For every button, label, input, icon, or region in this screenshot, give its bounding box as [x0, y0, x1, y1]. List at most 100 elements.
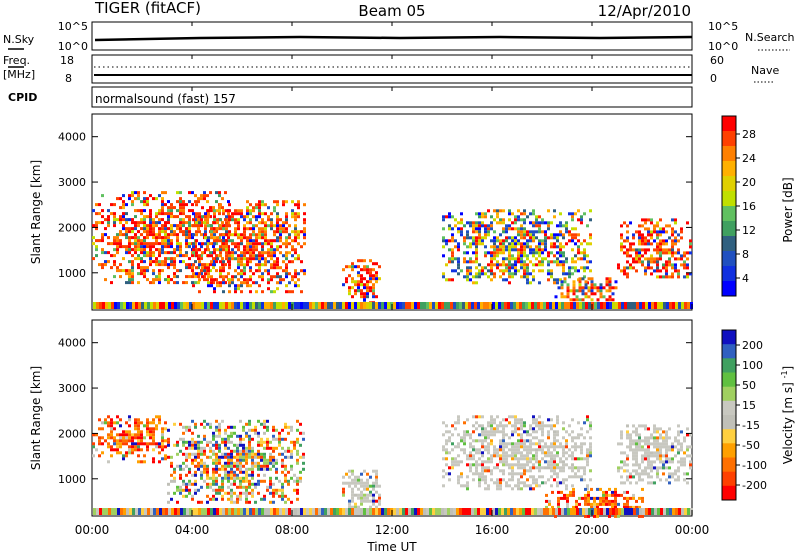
echo-cell [511, 424, 514, 428]
echo-cell [170, 245, 173, 249]
echo-cell [490, 251, 493, 255]
near-range-cell [117, 302, 120, 309]
near-range-cell [438, 302, 441, 309]
echo-cell [290, 467, 293, 471]
echo-cell [457, 460, 460, 464]
echo-cell [499, 263, 502, 267]
echo-cell [285, 275, 288, 279]
echo-cell [113, 221, 116, 225]
echo-cell [197, 446, 200, 450]
echo-cell [270, 245, 273, 249]
echo-cell [287, 497, 290, 501]
echo-cell [167, 215, 170, 219]
echo-cell [224, 440, 227, 444]
echo-cell [291, 200, 294, 204]
echo-cell [119, 218, 122, 222]
echo-cell [119, 269, 122, 273]
echo-cell [239, 443, 242, 447]
echo-cell [369, 484, 372, 488]
echo-cell [209, 191, 212, 195]
echo-cell [689, 272, 692, 276]
echo-cell [146, 427, 149, 431]
echo-cell [632, 454, 635, 458]
echo-cell [466, 260, 469, 264]
echo-cell [204, 224, 207, 228]
echo-cell [578, 277, 582, 281]
echo-cell [659, 478, 662, 482]
near-range-cell [261, 508, 264, 515]
echo-cell [481, 442, 484, 446]
echo-cell [167, 206, 170, 210]
near-range-cell [651, 302, 654, 309]
echo-cell [192, 224, 195, 228]
echo-cell [445, 278, 448, 282]
echo-cell [677, 466, 680, 470]
echo-cell [113, 427, 116, 431]
echo-cell [210, 284, 213, 288]
echo-cell [194, 473, 197, 477]
echo-cell [282, 200, 285, 204]
echo-cell [185, 239, 188, 243]
echo-cell [490, 460, 493, 464]
echo-cell [562, 451, 565, 455]
echo-cell [348, 502, 351, 506]
echo-cell [562, 260, 565, 264]
echo-cell [188, 428, 191, 432]
echo-cell [366, 280, 369, 284]
velocity-colorbar-label-text: Velocity [m s] [781, 382, 795, 464]
echo-cell [218, 425, 221, 429]
echo-cell [213, 239, 216, 243]
echo-cell [451, 233, 454, 237]
echo-cell [194, 443, 197, 447]
echo-cell [230, 431, 233, 435]
echo-cell [378, 499, 381, 503]
echo-cell [623, 221, 626, 225]
echo-cell [566, 499, 569, 503]
echo-cell [230, 425, 233, 429]
echo-cell [635, 445, 638, 449]
echo-cell [571, 215, 574, 219]
echo-cell [596, 496, 599, 500]
echo-cell [143, 224, 146, 228]
echo-cell [213, 290, 216, 294]
echo-cell [281, 446, 284, 450]
echo-cell [478, 224, 481, 228]
echo-cell [581, 298, 585, 302]
echo-cell [493, 251, 496, 255]
echo-cell [584, 283, 588, 287]
echo-cell [511, 415, 514, 419]
echo-cell [632, 475, 635, 479]
echo-cell [110, 427, 113, 431]
near-range-cell [255, 302, 258, 309]
echo-cell [472, 221, 475, 225]
echo-cell [635, 269, 638, 273]
near-range-cell [552, 302, 555, 309]
echo-cell [589, 218, 592, 222]
echo-cell [481, 445, 484, 449]
echo-cell [198, 230, 201, 234]
echo-cell [583, 478, 586, 482]
echo-cell [179, 191, 182, 195]
echo-cell [297, 254, 300, 258]
echo-cell [632, 233, 635, 237]
echo-cell [197, 467, 200, 471]
echo-cell [149, 248, 152, 252]
echo-cell [290, 440, 293, 444]
freq-label-line1: Freq. [3, 54, 30, 67]
echo-cell [475, 463, 478, 467]
echo-cell [632, 430, 635, 434]
echo-cell [568, 454, 571, 458]
near-range-cell [312, 508, 315, 515]
echo-cell [565, 260, 568, 264]
echo-cell [647, 481, 650, 485]
echo-cell [363, 469, 366, 473]
echo-cell [541, 230, 544, 234]
echo-cell [131, 436, 134, 440]
echo-cell [689, 251, 692, 255]
echo-cell [560, 280, 564, 284]
echo-cell [535, 454, 538, 458]
echo-cell [155, 275, 158, 279]
echo-cell [548, 502, 551, 506]
echo-cell [632, 266, 635, 270]
echo-cell [188, 452, 191, 456]
